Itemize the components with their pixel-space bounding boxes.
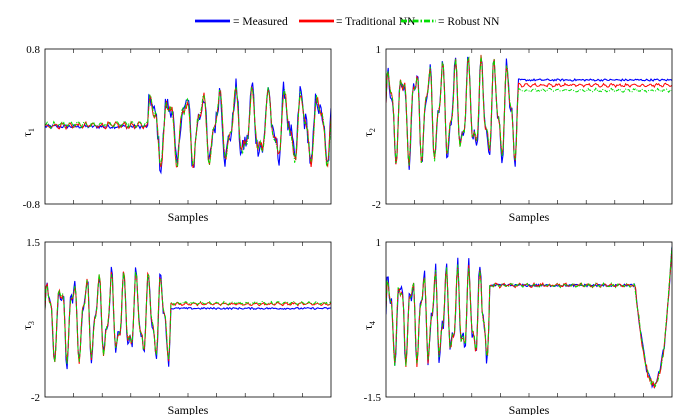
x-axis-label: Samples [168, 210, 209, 224]
legend-label-2: = Robust NN [438, 16, 500, 28]
chart-panel-1: 0.8 -0.8 τ1 Samples [20, 44, 332, 224]
series-line-robust-nn [45, 271, 331, 365]
plot-frame [44, 241, 332, 398]
y-axis-label: τ2 [361, 128, 377, 137]
chart-panel-4: 1 -1.5 τ4 Samples [361, 237, 673, 415]
y-axis-label: τ3 [20, 321, 36, 330]
y-tick-label-max: 1 [376, 237, 382, 249]
x-axis-label: Samples [509, 210, 550, 224]
y-axis-label: τ4 [361, 321, 377, 330]
legend-label-1: = Traditional NN [336, 16, 416, 28]
series-line-traditional-nn [386, 248, 672, 389]
chart-panel-3: 1.5 -2 τ3 Samples [20, 237, 332, 415]
x-axis-label: Samples [509, 403, 550, 415]
plot-frame [385, 48, 673, 205]
plot-frame [385, 241, 673, 398]
chart-panels: 0.8 -0.8 τ1 Samples 1 -2 τ2 Samples 1.5 -2 τ3 Sampl… [20, 44, 673, 415]
chart-panel-2: 1 -2 τ2 Samples [361, 44, 673, 224]
series-line-traditional-nn [45, 271, 331, 364]
legend-label-0: = Measured [233, 16, 288, 28]
series-line-robust-nn [386, 55, 672, 166]
y-axis-label: τ1 [20, 128, 36, 137]
y-tick-label-max: 0.8 [26, 44, 40, 56]
legend: = Measured = Traditional NN = Robust NN [195, 16, 500, 28]
series-line-robust-nn [386, 246, 672, 388]
y-tick-label-min: -1.5 [364, 392, 382, 404]
y-tick-label-min: -2 [31, 392, 40, 404]
x-axis-label: Samples [168, 403, 209, 415]
y-tick-label-max: 1.5 [26, 237, 40, 249]
series-line-measured [386, 246, 672, 390]
y-tick-label-min: -0.8 [23, 199, 41, 211]
y-tick-label-min: -2 [372, 199, 381, 211]
series-line-traditional-nn [386, 54, 672, 167]
y-tick-label-max: 1 [376, 44, 382, 56]
series-line-robust-nn [45, 86, 331, 168]
